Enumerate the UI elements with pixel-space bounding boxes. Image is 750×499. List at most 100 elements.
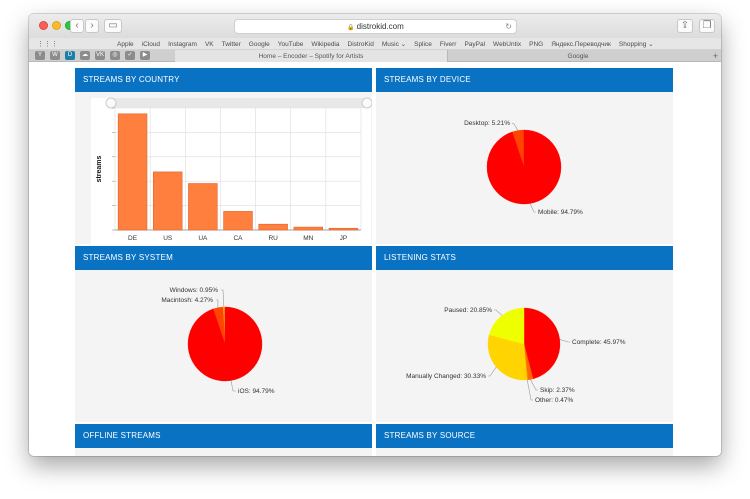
listening-pie-chart: Complete: 45.97% Skip: 2.37% Other: 0.47% M… <box>406 307 626 404</box>
back-button[interactable]: ‹ <box>70 19 84 33</box>
chart-toolbar <box>111 98 369 108</box>
reload-icon[interactable]: ↻ <box>505 22 512 31</box>
bookmark-splice[interactable]: Splice <box>414 40 432 48</box>
bar-ua[interactable] <box>188 183 218 231</box>
tab-label: Google <box>567 52 589 60</box>
pie-label: Manually Changed: 30.33% <box>406 373 486 380</box>
bookmark-item-15[interactable]: Яндекс.Переводчик <box>551 40 611 48</box>
streams-by-country-panel: STREAMS BY COUNTRY DE US UA CA RU MN JP streams <box>75 68 372 244</box>
pinned-tab-0[interactable]: Y <box>35 51 45 60</box>
minimize-window-button[interactable] <box>52 21 61 30</box>
bookmark-twitter[interactable]: Twitter <box>221 40 241 48</box>
bookmarks-list: Apple iCloud Instagram VK Twitter Google YouTu… <box>117 38 654 50</box>
bar-de[interactable] <box>117 113 148 231</box>
pie-label: Paused: 20.85% <box>444 307 492 314</box>
bookmark-fiverr[interactable]: Fiverr <box>439 40 457 48</box>
panel-title: STREAMS BY COUNTRY <box>75 68 372 92</box>
bookmark-icloud[interactable]: iCloud <box>141 40 161 48</box>
bookmark-paypal[interactable]: PayPal <box>464 40 486 48</box>
pie-slice-complete[interactable] <box>523 307 561 380</box>
pinned-tab-7[interactable]: ▶ <box>140 51 150 60</box>
x-tick-label: UA <box>198 235 208 242</box>
pie-label-connector <box>511 122 519 131</box>
pie-label-connector <box>494 309 503 316</box>
bookmark-shopping[interactable]: Shopping ⌄ <box>618 41 654 48</box>
offline-streams-panel: OFFLINE STREAMS <box>75 424 372 456</box>
country-bar-chart: DE US UA CA RU MN JP streams <box>91 97 372 244</box>
pinned-tab-3[interactable]: ☁ <box>80 51 90 60</box>
panel-title: STREAMS BY SYSTEM <box>75 246 372 270</box>
address-text: distrokid.com <box>356 22 404 31</box>
pie-label: Mobile: 94.79% <box>538 209 583 216</box>
pie-slice-mobile[interactable] <box>486 129 562 205</box>
resize-handle-left[interactable] <box>105 97 117 109</box>
pinned-tab-6[interactable]: ✓ <box>125 51 135 60</box>
bar-us[interactable] <box>153 171 183 231</box>
x-tick-label: US <box>163 235 173 242</box>
bookmark-png[interactable]: PNG <box>529 40 544 48</box>
bookmark-apple[interactable]: Apple <box>117 40 134 48</box>
pie-label: iOS: 94.79% <box>238 388 275 395</box>
pie-slice-manually-changed[interactable] <box>487 334 527 381</box>
pinned-tab-2[interactable]: D <box>65 51 75 60</box>
new-tab-button[interactable]: + <box>712 51 718 61</box>
sidebar-button[interactable]: ▭ <box>104 19 122 33</box>
page-content: STREAMS BY COUNTRY DE US UA CA RU MN JP streams… <box>29 62 721 456</box>
address-bar[interactable]: 🔒 distrokid.com ↻ <box>234 19 517 34</box>
bookmark-vk[interactable]: VK <box>204 40 214 48</box>
panel-title: STREAMS BY SOURCE <box>376 424 673 448</box>
pinned-tab-4[interactable]: VK <box>95 51 105 60</box>
pie-slice-ios[interactable] <box>187 306 263 382</box>
panel-title: OFFLINE STREAMS <box>75 424 372 448</box>
panel-title: STREAMS BY DEVICE <box>376 68 673 92</box>
pie-label-connector <box>559 339 570 343</box>
y-axis-label: streams <box>96 155 103 182</box>
pinned-tab-5[interactable]: ◎ <box>110 51 120 60</box>
pie-label-connector <box>488 366 497 377</box>
tab-bar: Y W D ☁ VK ◎ ✓ ▶ Home – Encoder – Spotify for A… <box>29 50 721 62</box>
resize-handle-right[interactable] <box>361 97 372 109</box>
pie-label: Complete: 45.97% <box>572 339 626 346</box>
bar-jp[interactable] <box>328 227 359 231</box>
share-button[interactable]: ⇪ <box>677 19 693 33</box>
pie-slice-paused[interactable] <box>488 307 525 345</box>
bookmark-instagram[interactable]: Instagram <box>168 40 197 48</box>
bookmark-music[interactable]: Music ⌄ <box>381 41 407 48</box>
x-tick-label: RU <box>268 235 278 242</box>
panel-title: LISTENING STATS <box>376 246 673 270</box>
lock-icon: 🔒 <box>347 25 355 31</box>
x-tick-label: CA <box>233 235 243 242</box>
pie-label-connector <box>530 379 538 391</box>
pie-label-connector <box>221 289 225 308</box>
listening-stats-panel: LISTENING STATS Complete: 45.97% Skip: 2.… <box>376 246 673 422</box>
bookmarks-bar: ⋮⋮⋮ Apple iCloud Instagram VK Twitter Google Y… <box>29 38 721 50</box>
pie-label: Desktop: 5.21% <box>464 120 510 127</box>
bookmark-webuntix[interactable]: WebUntix <box>493 40 522 48</box>
forward-button[interactable]: › <box>85 19 99 33</box>
bookmark-wikipedia[interactable]: Wikipedia <box>311 40 340 48</box>
pie-label: Skip: 2.37% <box>540 387 575 394</box>
share-icon: ⇪ <box>680 20 690 31</box>
bookmark-youtube[interactable]: YouTube <box>277 40 304 48</box>
pie-label-connector <box>526 379 533 401</box>
tab-spotify-for-artists[interactable]: Home – Encoder – Spotify for Artists <box>175 50 448 62</box>
title-bar: ‹ › ▭ 🔒 distrokid.com ↻ ⇪ ❐ <box>29 14 721 38</box>
grid-icon[interactable]: ⋮⋮⋮ <box>37 41 58 48</box>
bookmark-google[interactable]: Google <box>248 40 270 48</box>
tabs-icon: ❐ <box>702 20 712 31</box>
pinned-tab-1[interactable]: W <box>50 51 60 60</box>
close-window-button[interactable] <box>39 21 48 30</box>
bar-ca[interactable] <box>223 211 253 231</box>
device-pie-chart: Desktop: 5.21% Mobile: 94.79% <box>464 120 583 216</box>
streams-by-source-panel: STREAMS BY SOURCE <box>376 424 673 456</box>
tabs-overview-button[interactable]: ❐ <box>699 19 715 33</box>
chevron-left-icon: ‹ <box>75 20 79 31</box>
streams-by-system-panel: STREAMS BY SYSTEM Windows: 0.95% Macintos… <box>75 246 372 422</box>
bookmark-distrokid[interactable]: DistroKid <box>347 40 374 48</box>
pie-label-connector <box>529 203 536 213</box>
bar-mn[interactable] <box>293 226 323 231</box>
bar-ru[interactable] <box>258 223 288 231</box>
tab-google[interactable]: Google <box>449 50 707 62</box>
x-tick-label: MN <box>303 235 313 242</box>
pie-label-connector <box>230 380 236 392</box>
